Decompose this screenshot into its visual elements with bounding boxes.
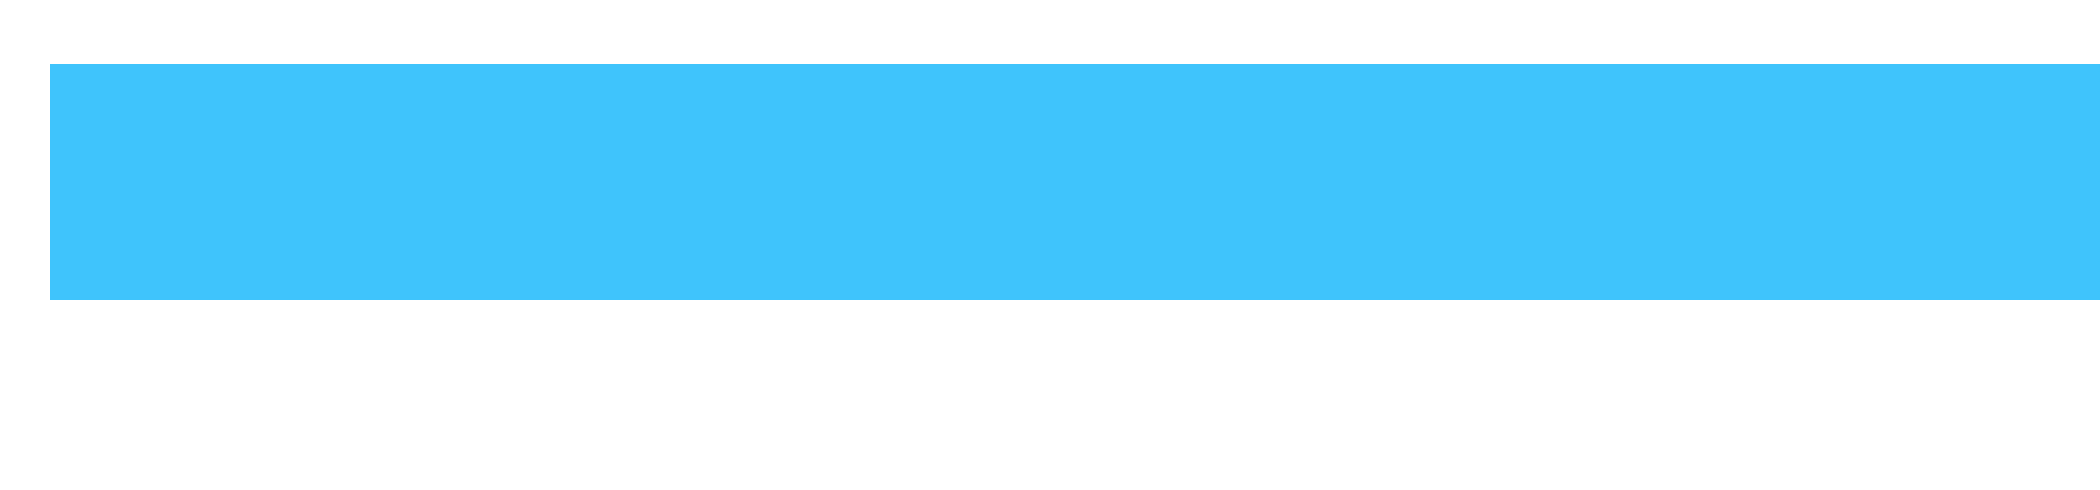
blue-banner-bar-label [50, 64, 2100, 300]
top-margin-region [0, 0, 2100, 64]
left-gutter-region [0, 64, 50, 300]
bottom-margin-region [0, 300, 2100, 490]
blue-banner-bar[interactable] [50, 64, 2100, 300]
